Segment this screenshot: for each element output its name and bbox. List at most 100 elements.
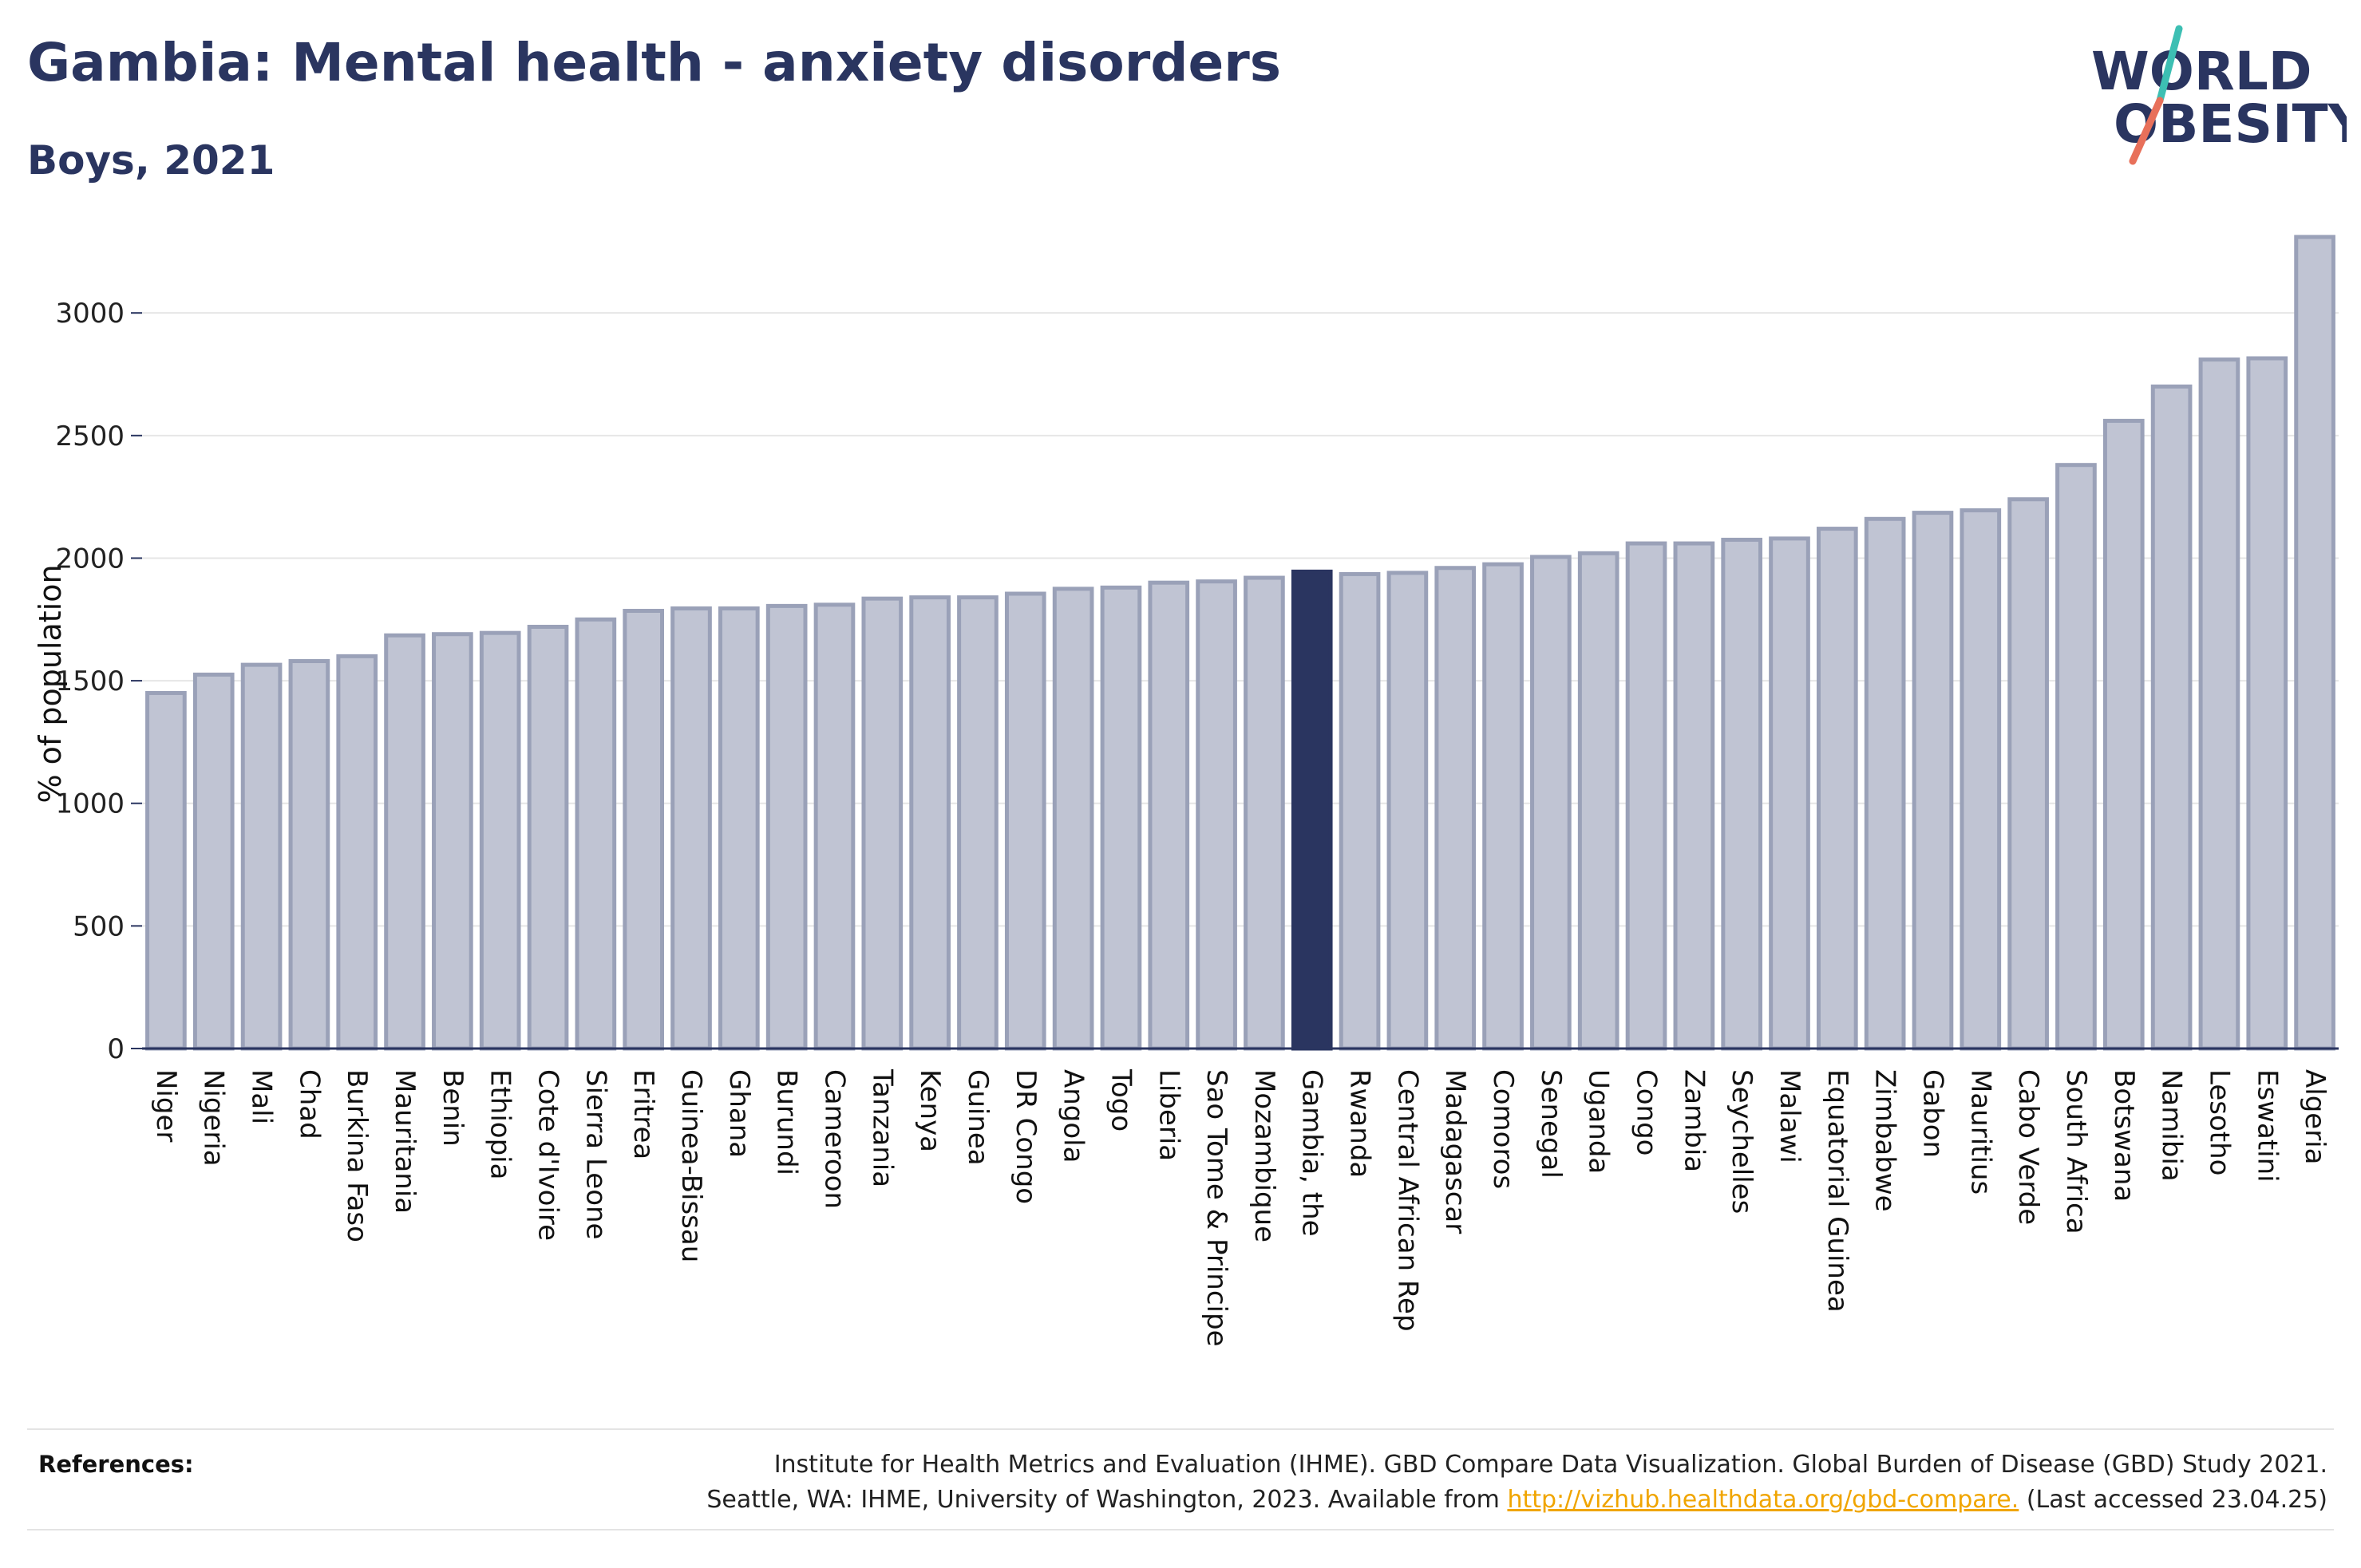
bar — [575, 617, 617, 1051]
x-tick-label: Nigeria — [198, 1069, 230, 1167]
bar — [2102, 418, 2145, 1051]
bar — [2246, 356, 2288, 1051]
x-tick-label: Congo — [1631, 1069, 1663, 1155]
x-tick-label: Mauritius — [1964, 1069, 1996, 1195]
bar — [1482, 562, 1524, 1051]
bar — [479, 630, 521, 1051]
x-tick-label: Eswatini — [2251, 1069, 2283, 1183]
y-tick-label: 1500 — [55, 666, 125, 697]
bar — [765, 603, 808, 1051]
x-tick-label: Burundi — [771, 1069, 803, 1175]
bar — [1148, 580, 1190, 1051]
x-tick-label: Uganda — [1583, 1069, 1615, 1174]
x-tick-label: Cabo Verde — [2012, 1069, 2044, 1225]
x-tick-label: Mozambique — [1248, 1069, 1280, 1242]
world-obesity-logo: WORLD OBESITY — [2091, 25, 2347, 165]
bar — [432, 632, 473, 1051]
x-tick-label: Zambia — [1678, 1069, 1710, 1172]
bar — [1244, 575, 1285, 1051]
bar — [1721, 537, 1763, 1051]
x-tick-label: Guinea — [962, 1069, 994, 1166]
y-axis-ticks: 0 500 1000 1500 2000 2500 3000 — [55, 298, 142, 1065]
y-tick-label: 2500 — [55, 421, 125, 452]
bar — [813, 602, 856, 1051]
bar — [1816, 527, 1858, 1051]
x-axis-labels: Niger Nigeria Mali Chad Burkina Faso Mauritan… — [150, 1068, 2331, 1347]
x-tick-label: Togo — [1105, 1068, 1137, 1132]
x-tick-label: Cameroon — [818, 1069, 850, 1209]
y-tick-label: 3000 — [55, 298, 125, 330]
x-tick-label: South Africa — [2060, 1069, 2092, 1234]
x-tick-label: Madagascar — [1439, 1069, 1471, 1234]
bar — [1386, 571, 1429, 1051]
x-tick-label: Namibia — [2156, 1069, 2188, 1182]
y-axis-label: % of population — [33, 564, 68, 803]
logo-slash-top — [2156, 25, 2183, 105]
reference-link[interactable]: http://vizhub.healthdata.org/gbd-compare… — [1507, 1486, 2019, 1514]
y-tick-label: 0 — [107, 1033, 125, 1065]
bar — [1052, 587, 1094, 1051]
logo-line1: WORLD — [2091, 41, 2312, 102]
bar — [1100, 585, 1142, 1051]
x-tick-label: Benin — [437, 1069, 469, 1147]
x-tick-label: Cote d'Ivoire — [532, 1069, 564, 1241]
bar — [623, 609, 665, 1051]
logo-slash-bottom — [2129, 97, 2164, 165]
x-tick-label: Liberia — [1153, 1069, 1184, 1161]
chart-title: Gambia: Mental health - anxiety disorder… — [27, 32, 1282, 93]
bar — [1196, 579, 1237, 1051]
x-tick-label: Tanzania — [866, 1068, 898, 1187]
x-tick-label: Kenya — [914, 1069, 946, 1152]
bar — [2150, 384, 2193, 1051]
bar — [240, 662, 283, 1051]
bar — [336, 654, 378, 1051]
x-tick-label: Senegal — [1535, 1069, 1567, 1179]
x-tick-label: Malawi — [1774, 1069, 1805, 1163]
reference-line-2-pre: Seattle, WA: IHME, University of Washing… — [706, 1486, 1508, 1514]
bar — [670, 606, 712, 1051]
bars — [145, 235, 2335, 1051]
x-tick-label: Comoros — [1487, 1069, 1519, 1189]
x-tick-label: Guinea-Bissau — [675, 1069, 707, 1262]
bar-chart: 0 500 1000 1500 2000 2500 3000 Niger Nigeria Mal… — [33, 235, 2339, 1347]
x-tick-label: Ghana — [723, 1069, 755, 1158]
x-tick-label: Angola — [1058, 1069, 1090, 1163]
bar — [1912, 511, 1954, 1051]
bar — [2007, 497, 2049, 1051]
x-tick-label: Gambia, the — [1296, 1069, 1328, 1237]
bar — [192, 672, 235, 1051]
bar — [1625, 541, 1667, 1051]
bar — [1673, 541, 1715, 1051]
bar-highlight — [1291, 569, 1333, 1051]
reference-line-2-post: (Last accessed 23.04.25) — [2019, 1486, 2327, 1514]
x-tick-label: Zimbabwe — [1869, 1069, 1901, 1212]
reference-line-1: Institute for Health Metrics and Evaluat… — [773, 1451, 2327, 1479]
bar — [145, 690, 187, 1051]
x-tick-label: Gabon — [1916, 1069, 1948, 1158]
x-tick-label: Equatorial Guinea — [1821, 1069, 1853, 1313]
x-tick-label: Mauritania — [389, 1069, 421, 1214]
references-footer: References: Institute for Health Metrics… — [27, 1428, 2334, 1530]
bar — [1864, 516, 1906, 1051]
bar — [288, 659, 330, 1051]
bar — [909, 595, 951, 1051]
y-tick-label: 2000 — [55, 543, 125, 575]
x-tick-label: Botswana — [2108, 1069, 2140, 1202]
bar — [2294, 235, 2335, 1051]
bar — [1530, 555, 1572, 1051]
bar — [1434, 566, 1477, 1051]
x-tick-label: Chad — [293, 1069, 325, 1139]
x-tick-label: Eritrea — [627, 1069, 659, 1159]
bar — [2198, 357, 2240, 1051]
bar — [718, 606, 760, 1051]
chart-subtitle: Boys, 2021 — [27, 137, 275, 184]
x-tick-label: Lesotho — [2203, 1069, 2235, 1175]
x-tick-label: Burkina Faso — [341, 1069, 373, 1242]
x-tick-label: Central African Rep — [1391, 1069, 1423, 1332]
bar — [1004, 591, 1046, 1051]
references-text: Institute for Health Metrics and Evaluat… — [706, 1448, 2327, 1518]
x-tick-label: Rwanda — [1344, 1069, 1376, 1178]
x-tick-label: Algeria — [2299, 1069, 2331, 1164]
x-tick-label: Seychelles — [1726, 1069, 1758, 1214]
x-tick-label: Mali — [246, 1069, 278, 1124]
